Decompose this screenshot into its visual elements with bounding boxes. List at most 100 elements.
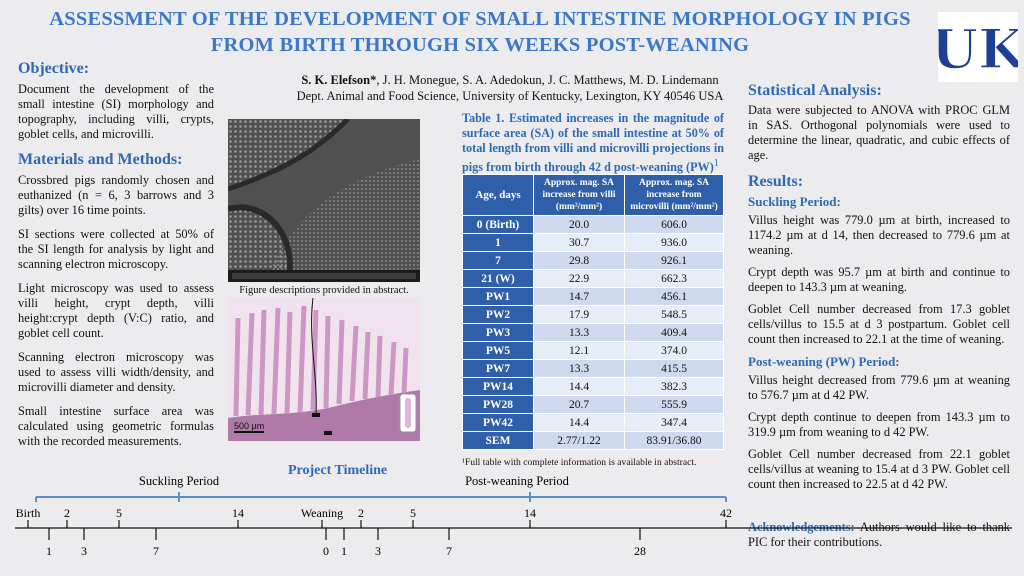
methods-heading: Materials and Methods:	[18, 151, 183, 168]
table-header: Approx. mag. SA increase from microvilli…	[624, 174, 724, 216]
first-author: S. K. Elefson*	[301, 73, 377, 87]
table-cell: 30.7	[533, 233, 625, 252]
objective-heading: Objective:	[18, 60, 90, 77]
table-row: PW7 13.3 415.5	[462, 359, 724, 378]
table-cell: 12.1	[533, 341, 625, 360]
table-cell: 13.3	[533, 323, 625, 342]
methods-paragraph: SI sections were collected at 50% of the…	[18, 227, 214, 271]
logo-text: UK	[938, 17, 1018, 81]
table-row: SEM 2.77/1.22 83.91/36.80	[462, 431, 724, 450]
table-row: PW42 14.4 347.4	[462, 413, 724, 432]
table-cell: 2.77/1.22	[533, 431, 625, 450]
methods-paragraph: Small intestine surface area was calcula…	[18, 404, 214, 448]
table-cell: PW42	[462, 413, 534, 432]
table-cell: 20.7	[533, 395, 625, 414]
timeline-top-label: 5	[410, 506, 416, 520]
stats-text: Data were subjected to ANOVA with PROC G…	[748, 103, 1010, 162]
result-paragraph: Goblet Cell number decreased from 22.1 g…	[748, 447, 1010, 491]
table-cell: 936.0	[624, 233, 724, 252]
table-footnote: ¹Full table with complete information is…	[462, 457, 697, 468]
result-paragraph: Crypt depth continue to deepen from 143.…	[748, 410, 1010, 439]
table-cell: 926.1	[624, 251, 724, 270]
stats-heading: Statistical Analysis:	[748, 82, 882, 99]
timeline-top-label: 2	[358, 506, 364, 520]
methods-paragraph: Scanning electron microscopy was used to…	[18, 350, 214, 394]
ack-text: Authors would like to thank PIC for thei…	[748, 520, 1010, 549]
timeline-bottom-label: 28	[634, 544, 646, 558]
table-row: PW2 17.9 548.5	[462, 305, 724, 324]
table-row: 21 (W) 22.9 662.3	[462, 269, 724, 288]
table-row: 7 29.8 926.1	[462, 251, 724, 270]
table-cell: PW1	[462, 287, 534, 306]
timeline-title: Project Timeline	[288, 463, 388, 478]
table-header: Approx. mag. SA increase from villi (mm²…	[533, 174, 625, 216]
table-row: PW1 14.7 456.1	[462, 287, 724, 306]
timeline-top-label: 5	[116, 506, 122, 520]
table-row: 0 (Birth) 20.0 606.0	[462, 215, 724, 234]
table-cell: 662.3	[624, 269, 724, 288]
table-header: Age, days	[462, 174, 534, 216]
suckling-heading: Suckling Period:	[748, 194, 841, 209]
postweaning-heading: Post-weaning (PW) Period:	[748, 354, 900, 369]
postweaning-period-label: Post-weaning Period	[465, 474, 570, 488]
table-caption-text: Table 1. Estimated increases in the magn…	[462, 111, 724, 175]
table-cell: 409.4	[624, 323, 724, 342]
results-heading: Results:	[748, 173, 804, 190]
table-cell: 548.5	[624, 305, 724, 324]
timeline-bottom-label: 1	[341, 544, 347, 558]
suckling-period-label: Suckling Period	[139, 474, 220, 488]
other-authors: , J. H. Monegue, S. A. Adedokun, J. C. M…	[376, 73, 719, 87]
table-cell: 382.3	[624, 377, 724, 396]
right-column: Statistical Analysis: Data were subjecte…	[748, 82, 1010, 499]
acknowledgements: Acknowledgements: Authors would like to …	[748, 520, 1010, 550]
figure-caption: Figure descriptions provided in abstract…	[239, 285, 409, 296]
surface-area-table: Age, days Approx. mag. SA increase from …	[462, 174, 724, 450]
table-cell: 22.9	[533, 269, 625, 288]
scale-bar-label: 500 µm	[234, 421, 264, 431]
table-cell: 29.8	[533, 251, 625, 270]
table-cell: PW3	[462, 323, 534, 342]
table-cell: 21 (W)	[462, 269, 534, 288]
timeline-bottom-label: 0	[323, 544, 329, 558]
histology-micrograph: 500 µm	[228, 297, 420, 441]
timeline-top-label: Weaning	[301, 506, 343, 520]
table-cell: 14.4	[533, 377, 625, 396]
project-timeline: Suckling Period Post-weaning Period Birth 2…	[15, 474, 1012, 558]
table-cell: PW28	[462, 395, 534, 414]
table-row: PW5 12.1 374.0	[462, 341, 724, 360]
table-cell: SEM	[462, 431, 534, 450]
author-block: S. K. Elefson*, J. H. Monegue, S. A. Ade…	[280, 72, 740, 104]
table-cell: 374.0	[624, 341, 724, 360]
table-cell: 20.0	[533, 215, 625, 234]
table-cell: 606.0	[624, 215, 724, 234]
author-list: S. K. Elefson*, J. H. Monegue, S. A. Ade…	[280, 72, 740, 88]
objective-text: Document the development of the small in…	[18, 82, 214, 141]
timeline-bottom-label: 3	[81, 544, 87, 558]
uk-logo-icon: UK	[930, 16, 1024, 82]
result-paragraph: Crypt depth was 95.7 µm at birth and con…	[748, 265, 1010, 294]
poster-title: ASSESSMENT OF THE DEVELOPMENT OF SMALL I…	[49, 8, 911, 56]
timeline-bottom-label: 1	[46, 544, 52, 558]
timeline-top-label: 2	[64, 506, 70, 520]
ack-heading: Acknowledgements:	[748, 520, 855, 534]
table-cell: 17.9	[533, 305, 625, 324]
table-caption-sup: 1	[713, 158, 719, 169]
table-cell: 1	[462, 233, 534, 252]
timeline-top-label: 14	[524, 506, 536, 520]
uk-logo: UK	[930, 12, 1024, 82]
methods-paragraph: Light microscopy was used to assess vill…	[18, 281, 214, 340]
left-column: Objective: Document the development of t…	[18, 60, 214, 458]
result-paragraph: Goblet Cell number decreased from 17.3 g…	[748, 302, 1010, 346]
table-cell: 0 (Birth)	[462, 215, 534, 234]
table-row: PW3 13.3 409.4	[462, 323, 724, 342]
table-cell: 13.3	[533, 359, 625, 378]
timeline-top-label: 42	[720, 506, 732, 520]
table-cell: 347.4	[624, 413, 724, 432]
table-cell: 14.4	[533, 413, 625, 432]
table-cell: 14.7	[533, 287, 625, 306]
table-cell: PW5	[462, 341, 534, 360]
result-paragraph: Villus height decreased from 779.6 µm at…	[748, 373, 1010, 402]
table-cell: 555.9	[624, 395, 724, 414]
affiliation: Dept. Animal and Food Science, Universit…	[296, 89, 724, 103]
table-cell: 7	[462, 251, 534, 270]
